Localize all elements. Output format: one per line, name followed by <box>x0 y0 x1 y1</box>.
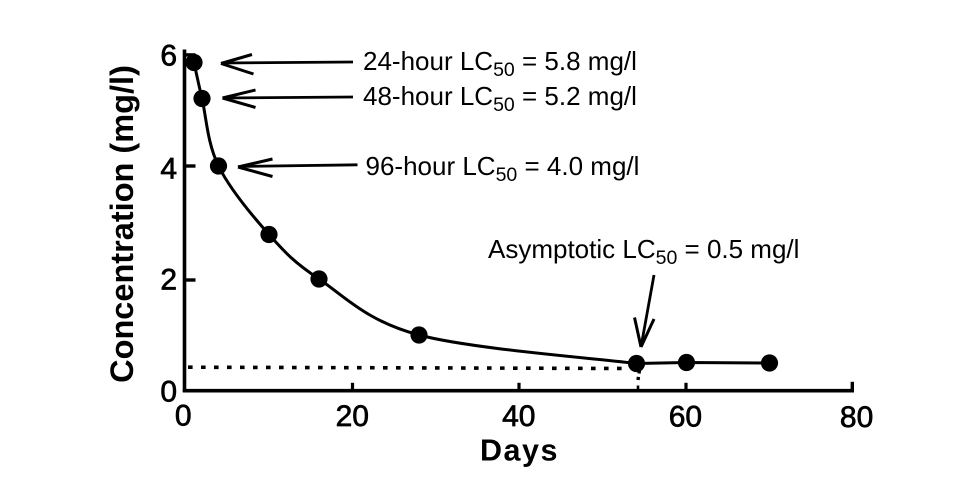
svg-text:6: 6 <box>160 40 177 73</box>
svg-text:48-hour LC50 = 5.2 mg/l: 48-hour LC50 = 5.2 mg/l <box>363 81 637 116</box>
svg-text:60: 60 <box>669 401 702 434</box>
svg-text:Asymptotic LC50 = 0.5 mg/l: Asymptotic LC50 = 0.5 mg/l <box>488 234 799 269</box>
svg-text:4: 4 <box>160 153 177 186</box>
svg-text:Concentration (mg/l): Concentration (mg/l) <box>104 65 140 383</box>
svg-text:40: 40 <box>502 400 535 433</box>
svg-text:Days: Days <box>480 434 559 468</box>
svg-text:80: 80 <box>840 401 873 434</box>
svg-text:20: 20 <box>336 400 369 433</box>
svg-text:2: 2 <box>160 264 177 297</box>
svg-text:0: 0 <box>160 376 177 409</box>
svg-text:0: 0 <box>175 400 192 433</box>
